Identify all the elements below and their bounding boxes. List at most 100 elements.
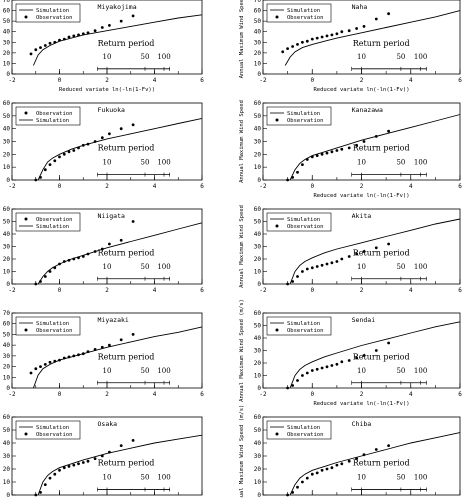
observation-point xyxy=(100,345,104,349)
y-axis-label: Annual Maximum Wind Speed xyxy=(239,205,245,288)
x-tick-label: -2 xyxy=(8,391,16,398)
observation-point xyxy=(67,35,71,39)
observation-point xyxy=(93,348,97,351)
y-tick-label: 20 xyxy=(254,50,262,57)
return-period-tick-label: 10 xyxy=(357,367,366,375)
observation-point xyxy=(305,371,309,375)
station-name: Niigata xyxy=(98,212,125,220)
observation-point xyxy=(335,149,339,152)
observation-point xyxy=(58,468,61,472)
observation-point xyxy=(119,19,123,23)
observation-point xyxy=(374,17,378,21)
observation-point xyxy=(374,448,378,451)
x-tick-label: 2 xyxy=(105,183,109,190)
x-tick-label: 2 xyxy=(360,183,364,190)
legend-label: Observation xyxy=(287,224,323,230)
return-period-tick-label: 50 xyxy=(396,53,405,61)
y-tick-label: 20 xyxy=(254,360,262,367)
observation-point xyxy=(355,356,358,360)
legend-label: Simulation xyxy=(36,224,69,230)
y-tick-label: 20 xyxy=(3,151,11,158)
observation-point xyxy=(48,476,52,480)
observation-point xyxy=(100,136,104,140)
legend-box xyxy=(266,3,332,23)
y-axis-label: Annual Maximum Wind Speed xyxy=(239,0,245,78)
x-tick-label: 2 xyxy=(105,391,109,398)
observation-point xyxy=(48,163,52,167)
legend-label: Observation xyxy=(36,217,72,223)
y-tick-label: 50 xyxy=(3,427,11,434)
x-tick-label: 2 xyxy=(105,287,109,294)
observation-point xyxy=(72,257,76,261)
observation-point xyxy=(72,354,76,358)
return-period-label: Return period xyxy=(98,458,155,467)
x-tick-label: 2 xyxy=(360,77,364,84)
y-tick-label: 10 xyxy=(3,374,11,381)
y-tick-label: 0 xyxy=(257,71,261,78)
observation-point xyxy=(131,123,135,127)
observation-point xyxy=(53,159,57,163)
legend-box xyxy=(15,420,81,440)
observation-point xyxy=(305,39,309,43)
return-period-tick-label: 10 xyxy=(103,53,112,61)
observation-point xyxy=(62,356,66,360)
observation-point xyxy=(347,146,351,150)
observation-point xyxy=(374,135,378,138)
observation-point xyxy=(72,463,76,467)
observation-point xyxy=(286,47,289,50)
legend-box xyxy=(266,212,332,232)
observation-point xyxy=(86,252,90,256)
return-period-tick-label: 100 xyxy=(414,473,427,481)
legend-label: Observation xyxy=(287,118,323,124)
observation-point xyxy=(53,472,57,476)
y-tick-label: 10 xyxy=(254,269,262,276)
panel-miyazaki: -2 0 2 4 6010203040506070MiyazakiSimulationO… xyxy=(3,310,204,398)
legend-dot-swatch xyxy=(275,118,279,122)
y-tick-label: 70 xyxy=(254,0,262,4)
observation-point xyxy=(315,471,319,475)
observation-point xyxy=(34,178,38,182)
observation-point xyxy=(310,266,314,270)
observation-point xyxy=(77,146,80,150)
observation-point xyxy=(340,360,344,364)
x-tick-label: 0 xyxy=(310,77,314,84)
y-tick-label: 50 xyxy=(254,219,262,226)
legend-dot-swatch xyxy=(275,432,279,436)
return-period-tick-label: 10 xyxy=(357,473,366,481)
return-period-tick-label: 100 xyxy=(157,159,170,167)
observation-point xyxy=(296,485,299,489)
return-period-tick-label: 50 xyxy=(141,159,150,167)
y-tick-label: 0 xyxy=(6,385,10,392)
legend-label: Simulation xyxy=(287,217,320,223)
y-tick-label: 50 xyxy=(254,113,262,120)
observation-point xyxy=(355,143,358,147)
observation-point xyxy=(43,363,47,366)
y-tick-label: 10 xyxy=(3,164,11,171)
return-period-label: Return period xyxy=(98,144,155,153)
simulation-line xyxy=(289,114,461,181)
return-period-tick-label: 100 xyxy=(414,263,427,271)
observation-point xyxy=(108,24,111,27)
panel-fukuoka: -2 0 2 4 60102030405060FukuokaObservationSim… xyxy=(3,100,204,190)
observation-point xyxy=(296,43,299,46)
observation-point xyxy=(108,343,111,347)
observation-point xyxy=(347,255,351,258)
x-tick-label: 4 xyxy=(153,77,157,84)
observation-point xyxy=(315,154,319,158)
observation-point xyxy=(58,262,61,266)
observation-point xyxy=(131,220,135,223)
y-tick-label: 0 xyxy=(6,71,10,78)
observation-point xyxy=(67,150,71,154)
observation-point xyxy=(62,152,66,156)
legend-label: Observation xyxy=(287,328,323,334)
simulation-line xyxy=(284,10,461,66)
x-tick-label: 6 xyxy=(458,183,462,190)
y-tick-label: 60 xyxy=(254,310,262,317)
observation-point xyxy=(108,132,111,136)
observation-point xyxy=(387,444,390,447)
panel-niigata: -2 0 2 4 60102030405060NiigataObservationSim… xyxy=(3,206,204,294)
y-tick-label: 0 xyxy=(257,281,261,288)
y-axis-label: Annual Maximum Wind Speed (m/s) xyxy=(239,299,245,402)
observation-point xyxy=(72,34,76,38)
y-tick-label: 60 xyxy=(3,414,11,421)
